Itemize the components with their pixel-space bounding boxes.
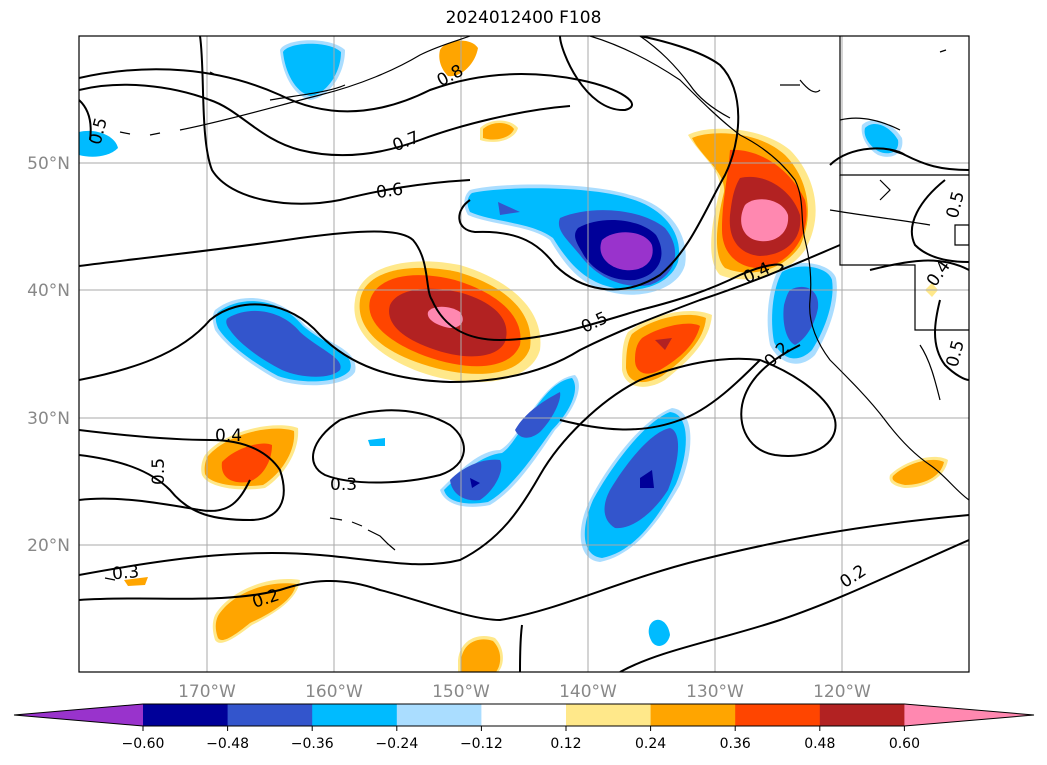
colorbar-tick-label: −0.36: [291, 736, 334, 752]
colorbar-tick-label: −0.24: [375, 736, 418, 752]
colorbar-segment: [227, 704, 313, 726]
longitude-labels: 170°W 160°W 150°W 140°W 130°W 120°W: [178, 682, 871, 702]
colorbar-tick-label: 0.24: [635, 736, 666, 752]
map-frame: [78, 35, 970, 673]
colorbar-tick-label: 0.48: [804, 736, 835, 752]
contour-label: 0.5: [149, 458, 169, 485]
colorbar-tick-label: 0.12: [550, 736, 581, 752]
lon-label: 120°W: [813, 682, 871, 702]
latitude-labels: 50°N 40°N 30°N 20°N: [27, 154, 70, 556]
contour-lines: [79, 36, 969, 672]
lon-label: 130°W: [686, 682, 744, 702]
lon-label: 160°W: [305, 682, 363, 702]
colorbar-segment: [481, 704, 567, 726]
colorbar-tick-label: −0.48: [206, 736, 249, 752]
colorbar-segment: [143, 704, 229, 726]
lon-label: 150°W: [432, 682, 490, 702]
colorbar-extend-high: [904, 704, 1034, 726]
contour-label: 0.6: [375, 180, 405, 204]
lat-label: 30°N: [27, 409, 70, 429]
colorbar: −0.60 −0.48 −0.36 −0.24 −0.12 0.12 0.24 0.36 0.4…: [13, 703, 1035, 752]
islands: [104, 49, 947, 581]
colorbar-segment: [819, 704, 905, 726]
colorbar-tick-label: −0.60: [122, 736, 165, 752]
colorbar-ticks: −0.60 −0.48 −0.36 −0.24 −0.12 0.12 0.24 0.36 0.4…: [122, 726, 920, 752]
colorbar-segment: [566, 704, 652, 726]
map-title: 2024012400 F108: [445, 8, 602, 28]
map-area: 0.8 0.7 0.6 0.5 0.5 0.5 0.5 0.5 0.4 0.4 …: [79, 36, 969, 672]
colorbar-segment: [312, 704, 398, 726]
contour-label: 0.3: [111, 562, 140, 584]
colorbar-extend-low: [14, 704, 143, 726]
lat-label: 50°N: [27, 154, 70, 174]
colorbar-segment: [396, 704, 482, 726]
lon-label: 140°W: [559, 682, 617, 702]
colorbar-segments: [13, 703, 1035, 727]
contour-label: 0.3: [330, 475, 357, 495]
lat-label: 40°N: [27, 281, 70, 301]
colorbar-tick-label: −0.12: [460, 736, 503, 752]
lat-label: 20°N: [27, 536, 70, 556]
colorbar-segment: [735, 704, 821, 726]
gridlines: [79, 36, 969, 672]
colorbar-tick-label: 0.36: [720, 736, 751, 752]
colorbar-segment: [650, 704, 736, 726]
contour-label: 0.4: [215, 426, 242, 446]
lon-label: 170°W: [178, 682, 236, 702]
colorbar-tick-label: 0.60: [889, 736, 920, 752]
coastlines: [179, 36, 969, 501]
